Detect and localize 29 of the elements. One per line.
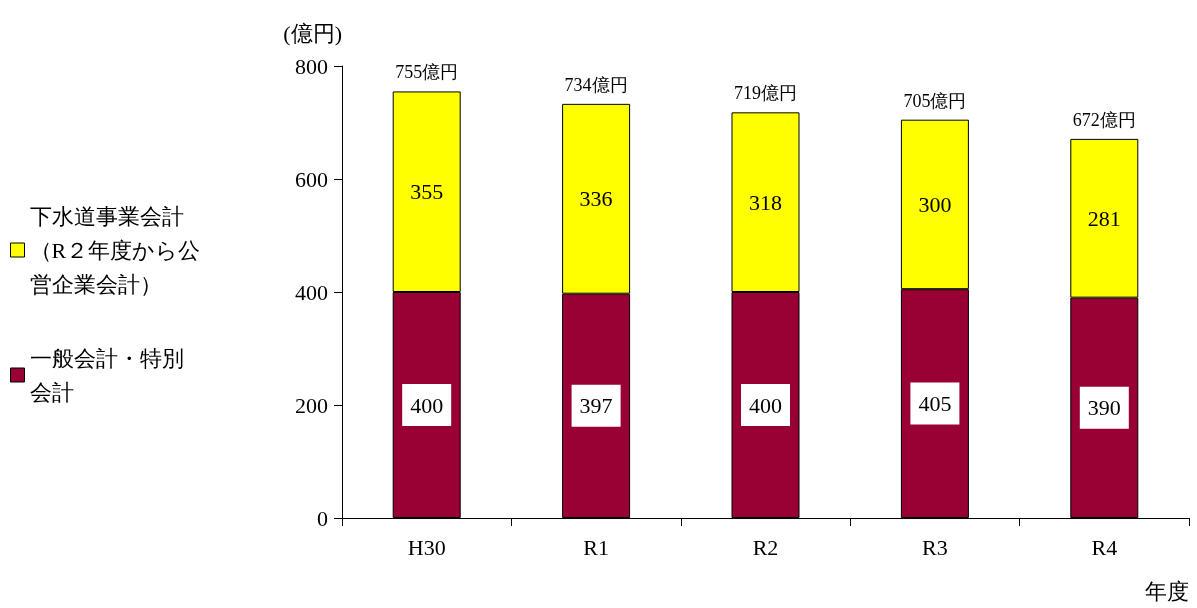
- legend-label: 一般会計・特別会計: [29, 345, 184, 405]
- y-tick-label: 0: [317, 505, 328, 531]
- total-label: 755億円: [395, 62, 459, 83]
- data-label: 281: [1087, 205, 1121, 231]
- y-axis-title: (億円): [283, 20, 342, 46]
- data-label: 390: [1087, 395, 1121, 421]
- data-label: 397: [579, 393, 613, 419]
- total-label: 705億円: [903, 90, 967, 111]
- data-label: 318: [749, 189, 782, 215]
- x-tick-label: R1: [583, 534, 609, 560]
- total-label: 672億円: [1072, 109, 1136, 130]
- total-label: 734億円: [564, 74, 628, 95]
- x-tick-label: R4: [1091, 534, 1118, 560]
- y-tick-label: 800: [295, 53, 328, 79]
- data-label: 400: [749, 392, 782, 418]
- x-axis-title: 年度: [1145, 578, 1189, 604]
- y-tick-label: 400: [295, 279, 328, 305]
- data-label: 336: [579, 186, 613, 212]
- y-tick-label: 200: [295, 392, 328, 418]
- y-tick-label: 600: [295, 166, 328, 192]
- data-label: 400: [410, 392, 444, 418]
- total-label: 719億円: [734, 83, 797, 104]
- x-tick-label: R2: [752, 534, 779, 560]
- data-label: 300: [918, 191, 952, 217]
- x-tick-label: R3: [922, 534, 948, 560]
- data-label: 405: [918, 391, 952, 417]
- data-label: 355: [410, 179, 444, 205]
- x-tick-label: H30: [407, 534, 446, 560]
- legend-label: 下水道事業会計（R２年度から公営企業会計）: [29, 203, 201, 297]
